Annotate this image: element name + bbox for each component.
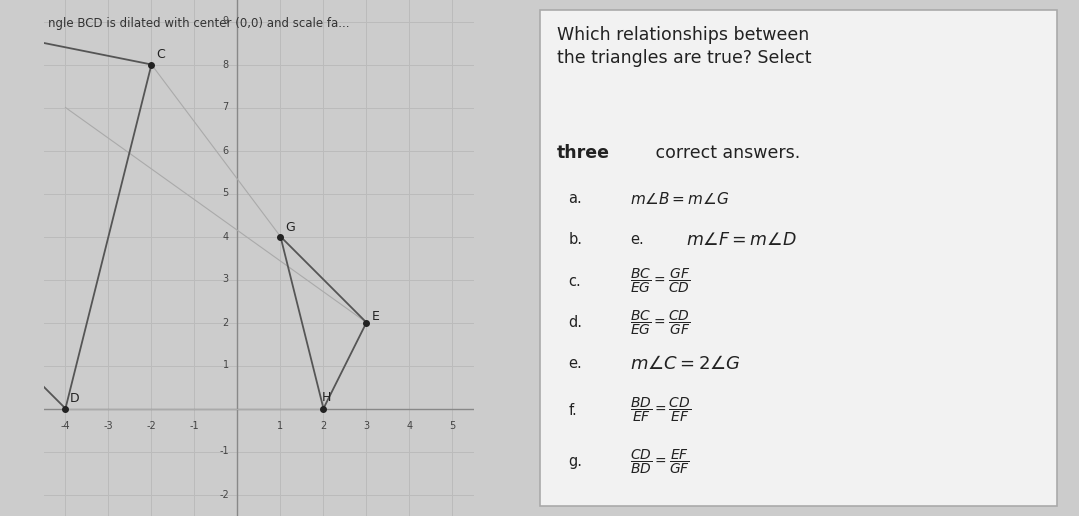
Text: $m\angle F = m\angle D$: $m\angle F = m\angle D$ (686, 231, 797, 249)
Text: 4: 4 (407, 422, 412, 431)
Text: 5: 5 (222, 188, 229, 199)
FancyBboxPatch shape (541, 10, 1056, 506)
Text: Which relationships between
the triangles are true? Select: Which relationships between the triangle… (557, 26, 811, 67)
Text: 5: 5 (449, 422, 455, 431)
Text: three: three (557, 144, 611, 163)
Text: 3: 3 (222, 275, 229, 284)
Text: ngle BCD is dilated with center (0,0) and scale fa...: ngle BCD is dilated with center (0,0) an… (49, 17, 350, 30)
Text: H: H (322, 391, 330, 404)
Text: D: D (70, 392, 80, 405)
Text: -2: -2 (219, 490, 229, 499)
Text: g.: g. (569, 454, 583, 470)
Text: -4: -4 (60, 422, 70, 431)
Text: E: E (371, 310, 380, 324)
Text: 6: 6 (222, 146, 229, 155)
Text: d.: d. (569, 315, 583, 330)
Text: -3: -3 (104, 422, 113, 431)
Text: 7: 7 (222, 103, 229, 112)
Text: e.: e. (569, 356, 583, 372)
Text: 3: 3 (364, 422, 369, 431)
Text: C: C (155, 48, 164, 61)
Text: -1: -1 (219, 446, 229, 457)
Text: 4: 4 (222, 232, 229, 241)
Text: 9: 9 (222, 17, 229, 26)
Text: 1: 1 (222, 361, 229, 370)
Text: 2: 2 (320, 422, 327, 431)
Text: c.: c. (569, 273, 582, 289)
Text: 1: 1 (277, 422, 284, 431)
Text: 2: 2 (222, 317, 229, 328)
Text: $m\angle B = m\angle G$: $m\angle B = m\angle G$ (630, 190, 729, 207)
Text: $m\angle C = 2\angle G$: $m\angle C = 2\angle G$ (630, 355, 741, 373)
Text: $\dfrac{CD}{BD} = \dfrac{EF}{GF}$: $\dfrac{CD}{BD} = \dfrac{EF}{GF}$ (630, 448, 691, 476)
Text: -2: -2 (147, 422, 156, 431)
Text: b.: b. (569, 232, 583, 248)
Text: -1: -1 (190, 422, 200, 431)
Text: f.: f. (569, 402, 577, 418)
Text: $\dfrac{BC}{EG} = \dfrac{CD}{GF}$: $\dfrac{BC}{EG} = \dfrac{CD}{GF}$ (630, 309, 691, 336)
Text: $\dfrac{BD}{EF} = \dfrac{CD}{EF}$: $\dfrac{BD}{EF} = \dfrac{CD}{EF}$ (630, 396, 692, 424)
Text: correct answers.: correct answers. (650, 144, 800, 163)
Text: 8: 8 (222, 59, 229, 70)
Text: a.: a. (569, 191, 583, 206)
Text: G: G (286, 221, 296, 234)
Text: e.: e. (630, 232, 644, 248)
Text: $\dfrac{BC}{EG} = \dfrac{GF}{CD}$: $\dfrac{BC}{EG} = \dfrac{GF}{CD}$ (630, 267, 691, 295)
